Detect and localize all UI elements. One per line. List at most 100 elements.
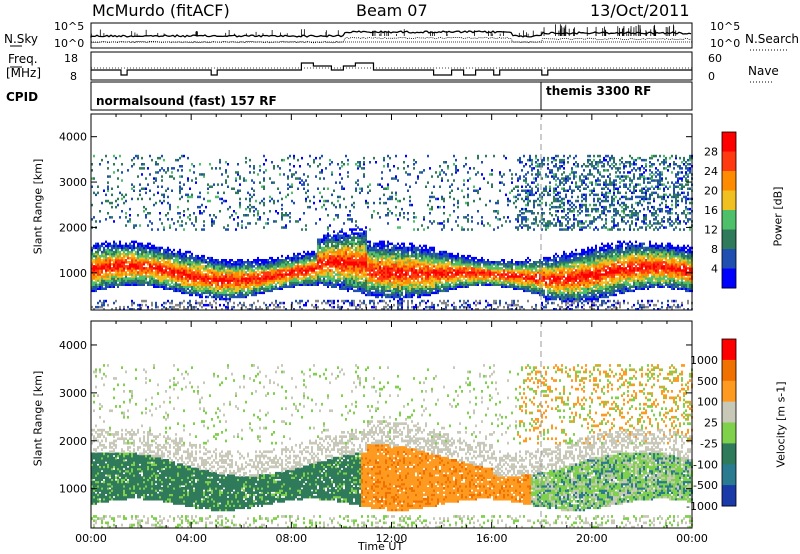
power-cell <box>297 220 299 223</box>
power-cell <box>171 252 173 256</box>
power-cell <box>289 273 291 276</box>
power-cell <box>105 199 107 203</box>
power-cell <box>339 195 341 199</box>
power-cell <box>205 267 207 270</box>
power-cell <box>121 283 123 286</box>
power-cell <box>313 256 315 260</box>
power-cell <box>245 293 247 297</box>
power-cell <box>183 252 185 256</box>
power-cell <box>249 277 251 280</box>
power-cell <box>187 301 189 305</box>
power-cell <box>93 275 95 278</box>
power-cell <box>97 191 99 195</box>
power-cell <box>95 220 97 223</box>
power-cell <box>193 267 195 270</box>
power-cell <box>351 263 353 266</box>
power-cell <box>287 156 289 160</box>
power-cell <box>341 236 343 239</box>
power-cell <box>191 283 193 286</box>
power-cell <box>155 271 157 274</box>
power-cell <box>177 259 179 262</box>
cpid-label: CPID <box>6 90 39 104</box>
power-cell <box>281 254 283 258</box>
power-cell <box>197 289 199 293</box>
power-cell <box>347 218 349 221</box>
power-cell <box>291 303 293 307</box>
power-cell <box>303 183 305 186</box>
power-cell <box>131 269 133 272</box>
power-cell <box>239 289 241 293</box>
power-cell <box>177 273 179 276</box>
power-cell <box>107 256 109 260</box>
power-cell <box>253 269 255 272</box>
power-cell <box>245 273 247 276</box>
power-cell <box>211 295 213 299</box>
power-cell <box>365 230 367 233</box>
power-cell <box>99 305 101 309</box>
power-cell <box>305 303 307 307</box>
power-cell <box>325 242 327 246</box>
power-cell <box>135 240 137 244</box>
power-cell <box>107 185 109 188</box>
power-cell <box>263 163 265 166</box>
power-cell <box>281 267 283 270</box>
power-cell <box>245 291 247 295</box>
power-cell <box>341 240 343 244</box>
power-cell <box>219 303 221 307</box>
power-cell <box>427 226 429 229</box>
power-cell <box>339 230 341 233</box>
power-cell <box>337 163 339 166</box>
power-cell <box>371 246 373 250</box>
power-cell <box>305 275 307 278</box>
power-cell <box>287 187 289 190</box>
power-cell <box>235 281 237 284</box>
power-cell <box>215 269 217 272</box>
power-cell <box>279 167 281 170</box>
power-cell <box>225 261 227 264</box>
power-cell <box>253 171 255 174</box>
power-cell <box>145 207 147 211</box>
power-cell <box>387 207 389 211</box>
power-cell <box>229 261 231 264</box>
power-cell <box>207 295 209 299</box>
power-cell <box>275 287 277 290</box>
power-cell <box>259 289 261 293</box>
power-cell <box>183 265 185 268</box>
power-cell <box>349 214 351 217</box>
power-cell <box>199 303 201 307</box>
power-cell <box>141 250 143 254</box>
power-cell <box>145 277 147 280</box>
power-cell <box>237 261 239 264</box>
power-cell <box>215 263 217 266</box>
power-cell <box>253 193 255 197</box>
power-cell <box>237 293 239 297</box>
power-cell <box>105 283 107 286</box>
power-cell <box>191 193 193 197</box>
power-cell <box>343 244 345 248</box>
power-cell <box>169 252 171 256</box>
power-cell <box>249 222 251 225</box>
power-cell <box>181 220 183 223</box>
power-cell <box>217 269 219 272</box>
power-cell <box>345 252 347 256</box>
power-cell <box>179 252 181 256</box>
power-cell <box>239 301 241 305</box>
power-cell <box>121 279 123 282</box>
power-cell <box>91 256 93 260</box>
power-cell <box>149 256 151 260</box>
power-cell <box>293 154 295 158</box>
power-cell <box>263 283 265 286</box>
power-cell <box>221 197 223 201</box>
power-cell <box>333 254 335 258</box>
power-cell <box>101 259 103 262</box>
power-cell <box>145 254 147 258</box>
power-cell <box>193 263 195 266</box>
power-cell <box>117 197 119 201</box>
power-cell <box>225 169 227 172</box>
power-cell <box>347 287 349 290</box>
power-cell <box>389 156 391 160</box>
power-cell <box>349 271 351 274</box>
power-cell <box>261 287 263 290</box>
power-cell <box>269 281 271 284</box>
noise-tick-right-lo: 10^0 <box>710 37 741 50</box>
